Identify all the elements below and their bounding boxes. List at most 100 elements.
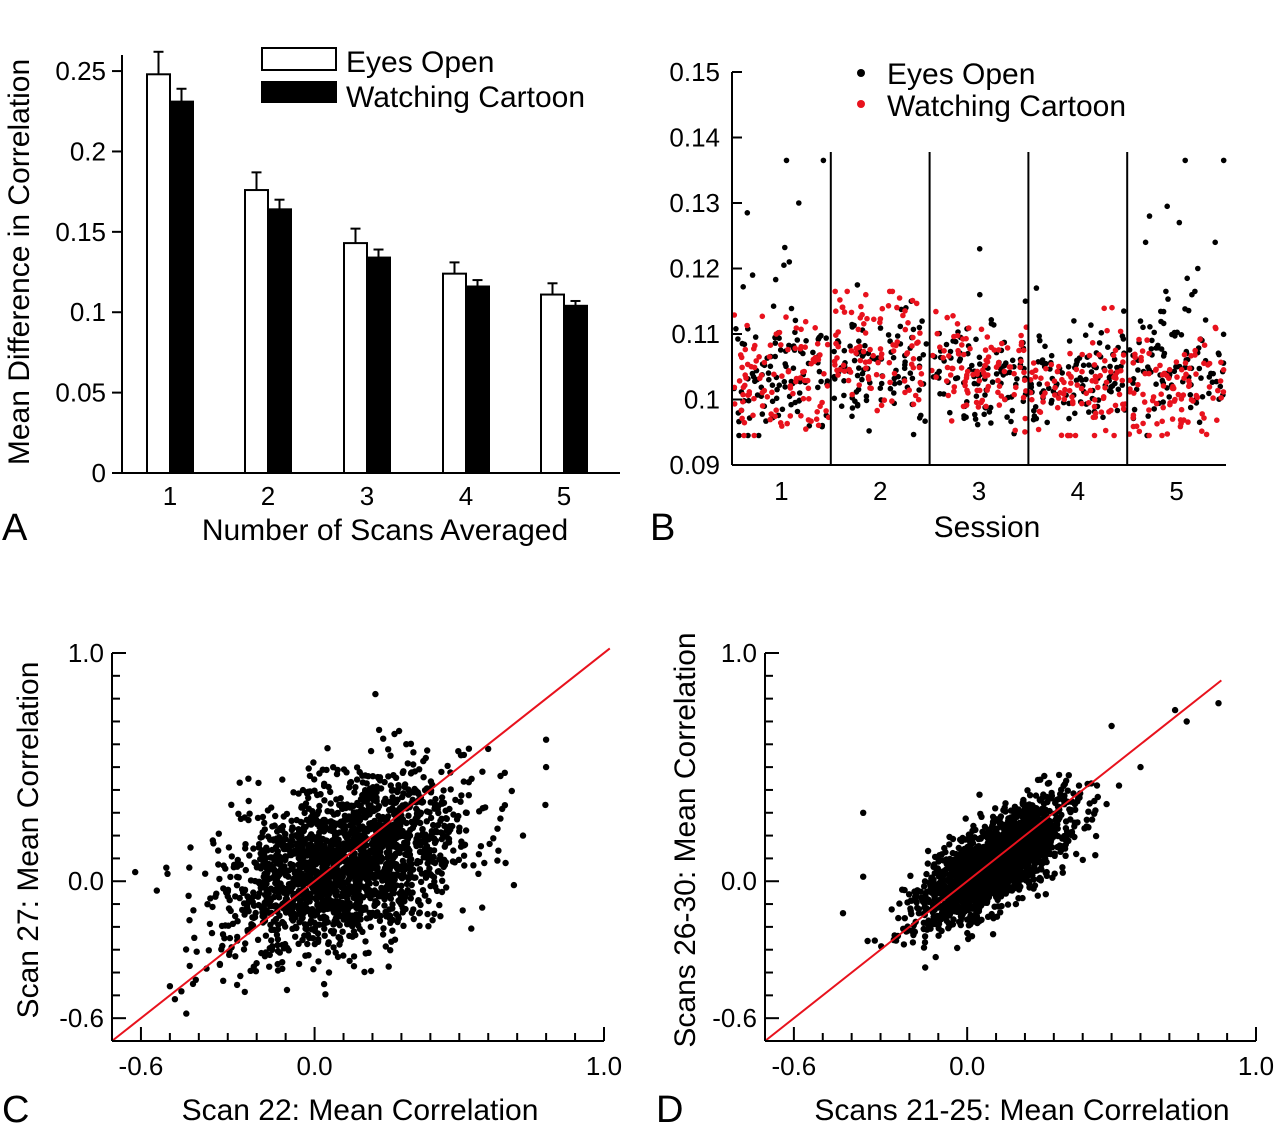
panel-a-bar-chart: 00.050.10.150.20.251 2 3 4 5 Number of Scans…: [2, 46, 620, 549]
data-point: [901, 378, 908, 384]
data-point: [1196, 419, 1203, 426]
data-point: [494, 825, 501, 832]
data-point: [1006, 364, 1013, 370]
data-point: [1056, 363, 1062, 370]
data-point: [1089, 340, 1096, 346]
data-point: [987, 404, 994, 411]
data-point: [800, 369, 806, 375]
data-point: [945, 920, 952, 927]
data-point: [1072, 432, 1079, 439]
data-point: [292, 933, 299, 940]
data-point: [316, 921, 323, 928]
data-point: [325, 939, 332, 946]
data-point: [1033, 415, 1040, 422]
data-point: [423, 808, 431, 815]
data-point: [440, 787, 447, 794]
data-point: [450, 811, 457, 818]
data-point: [1058, 786, 1065, 793]
data-point: [767, 342, 774, 349]
data-point: [359, 779, 366, 786]
panel-a-bars: [146, 50, 588, 475]
data-point: [297, 839, 304, 846]
data-point: [279, 843, 286, 850]
data-point: [1042, 390, 1048, 396]
data-point: [781, 262, 787, 269]
data-point: [951, 384, 958, 390]
data-point: [759, 389, 766, 396]
data-point: [1001, 363, 1007, 369]
data-point: [998, 393, 1005, 399]
data-point: [1105, 344, 1111, 351]
data-point: [252, 860, 260, 867]
bar: [267, 208, 292, 474]
data-point: [736, 432, 742, 439]
data-point: [1114, 364, 1120, 371]
data-point: [193, 948, 200, 955]
data-point: [206, 920, 214, 928]
data-point: [742, 346, 749, 353]
data-point: [285, 947, 292, 954]
data-point: [329, 837, 336, 844]
data-point: [909, 343, 915, 349]
data-point: [1215, 387, 1221, 394]
data-point: [1088, 322, 1094, 328]
data-point: [1061, 379, 1067, 386]
data-point: [305, 765, 312, 772]
data-point: [983, 403, 989, 410]
panel-b-legend: Eyes Open Watching Cartoon: [857, 58, 1126, 123]
data-point: [257, 834, 264, 841]
data-point: [335, 911, 342, 918]
data-point: [924, 860, 931, 867]
data-point: [823, 335, 829, 341]
data-point: [264, 807, 272, 814]
data-point: [236, 779, 243, 786]
data-point: [1173, 359, 1180, 365]
data-point: [1018, 339, 1025, 346]
data-point: [990, 915, 997, 922]
data-point: [1184, 275, 1190, 282]
data-point: [321, 932, 328, 939]
data-point: [1103, 379, 1110, 386]
data-point: [763, 418, 769, 424]
data-point: [1038, 375, 1044, 382]
data-point: [894, 333, 901, 339]
data-point: [353, 815, 360, 822]
y-tick-label: 0.14: [669, 123, 720, 153]
data-point: [1089, 378, 1095, 384]
data-point: [1131, 406, 1138, 413]
data-point: [793, 378, 799, 385]
data-point: [1108, 368, 1114, 375]
data-point: [317, 914, 324, 921]
data-point: [977, 361, 983, 367]
data-point: [367, 847, 374, 854]
data-point: [418, 870, 426, 877]
panel-a-ticks: 00.050.10.150.20.251 2 3 4 5: [55, 56, 571, 511]
data-point: [319, 867, 326, 874]
data-point: [1062, 825, 1070, 832]
data-point: [274, 850, 281, 858]
data-point: [453, 816, 461, 823]
data-point: [419, 887, 427, 894]
data-point: [407, 740, 415, 747]
data-point: [1178, 332, 1185, 338]
data-point: [164, 870, 171, 877]
data-point: [410, 749, 417, 756]
data-point: [422, 874, 430, 881]
data-point: [1023, 388, 1029, 394]
data-point: [981, 823, 989, 830]
data-point: [885, 332, 892, 338]
data-point: [916, 364, 923, 371]
data-point: [289, 865, 296, 872]
data-point: [867, 346, 873, 353]
data-point: [429, 917, 436, 924]
data-point: [207, 895, 214, 902]
data-point: [233, 873, 241, 881]
data-point: [1146, 407, 1152, 413]
data-point: [862, 330, 869, 336]
data-point: [406, 832, 414, 839]
data-point: [277, 867, 284, 874]
data-point: [325, 895, 332, 902]
data-point: [227, 873, 234, 881]
data-point: [824, 378, 831, 384]
data-point: [187, 844, 194, 851]
